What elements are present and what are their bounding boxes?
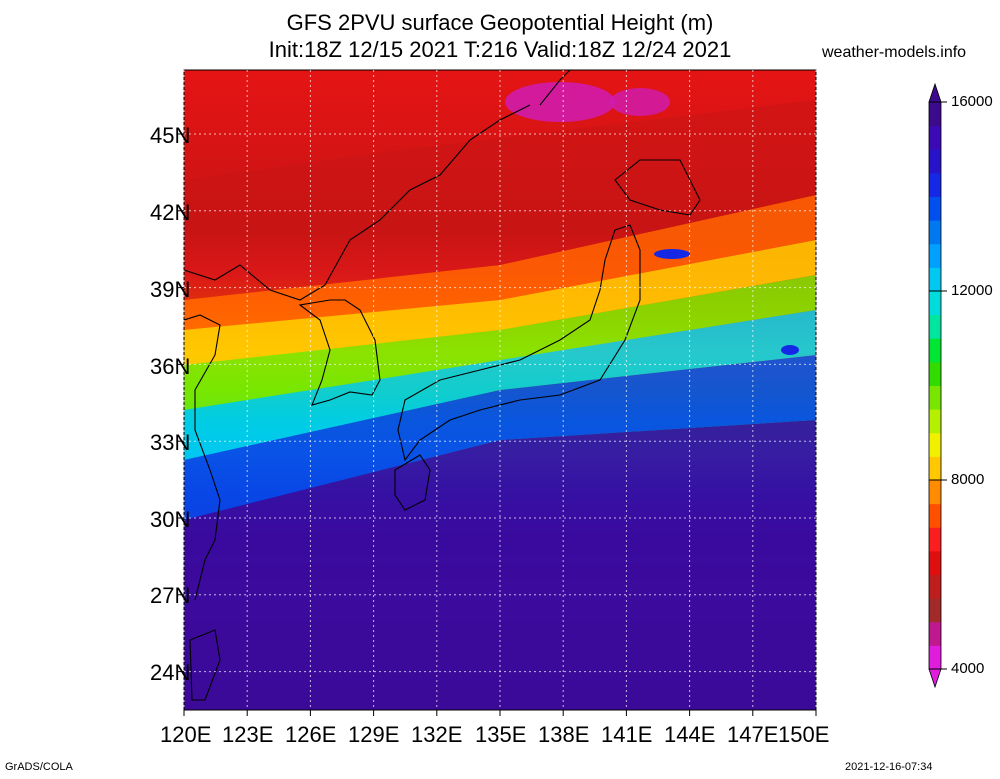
colorbar-cell (929, 385, 941, 410)
colorbar-cell (929, 409, 941, 434)
colorbar-cells (929, 101, 947, 670)
software-credit: GrADS/COLA (5, 761, 73, 773)
arrow-down-icon (928, 668, 942, 689)
colorbar-cell (929, 645, 941, 670)
lon-label-120e: 120E (160, 722, 212, 747)
colorbar-cell (929, 149, 941, 174)
coast-sakhalin (539, 70, 571, 106)
lat-label-33n: 33N (150, 430, 191, 455)
anomaly-blue-2 (781, 345, 799, 355)
coast-hokkaido (614, 159, 701, 216)
minimum-magenta-2 (610, 88, 670, 116)
colorbar-cell (929, 291, 941, 316)
render-timestamp: 2021-12-16-07:34 (845, 761, 933, 773)
colorbar (928, 82, 947, 689)
band-orange (184, 195, 816, 330)
chart-title-line2: Init:18Z 12/15 2021 T:216 Valid:18Z 12/2… (268, 37, 732, 62)
colorbar-cell (929, 503, 941, 528)
lat-label-36n: 36N (150, 354, 191, 379)
lon-label-144e: 144E (664, 722, 716, 747)
lat-label-45n: 45N (150, 123, 191, 148)
colorbar-cell (929, 125, 941, 150)
chart-title-line1: GFS 2PVU surface Geopotential Height (m) (286, 10, 714, 35)
coast-mainland-north (184, 104, 531, 301)
lon-label-147e: 147E (727, 722, 779, 747)
lon-label-150e: 150E (778, 722, 830, 747)
colorbar-cell (929, 598, 941, 623)
colorbar-frame (928, 101, 942, 670)
lon-label-141e: 141E (601, 722, 653, 747)
colorbar-label-16000: 16000 (951, 93, 993, 110)
colorbar-cell (929, 196, 941, 221)
lon-label-126e: 126E (285, 722, 337, 747)
lat-label-42n: 42N (150, 200, 191, 225)
anomaly-blue (654, 249, 690, 259)
colorbar-cell (929, 550, 941, 575)
colorbar-cell (929, 456, 941, 481)
lon-label-135e: 135E (475, 722, 527, 747)
lon-label-129e: 129E (348, 722, 400, 747)
axis-ticks (178, 133, 817, 716)
colorbar-label-12000: 12000 (951, 282, 993, 299)
colorbar-cell (929, 527, 941, 552)
coast-taiwan (189, 629, 221, 701)
site-credit: weather-models.info (822, 44, 967, 61)
minimum-magenta-1 (505, 82, 615, 122)
colorbar-cell (929, 267, 941, 292)
colorbar-cell (929, 480, 941, 505)
coast-kyushu (394, 454, 431, 511)
band-green (184, 275, 816, 410)
coast-korea (298, 299, 381, 406)
colorbar-cell (929, 338, 941, 363)
lat-label-24n: 24N (150, 660, 191, 685)
gridlines (183, 70, 817, 710)
colorbar-cell (929, 314, 941, 339)
colorbar-cell (929, 621, 941, 646)
lat-label-30n: 30N (150, 507, 191, 532)
arrow-up-icon (928, 82, 942, 103)
coastlines (184, 70, 701, 701)
colorbar-label-8000: 8000 (951, 471, 985, 488)
lon-label-138e: 138E (538, 722, 590, 747)
lat-label-27n: 27N (150, 583, 191, 608)
colorbar-cell (929, 243, 941, 268)
lat-label-39n: 39N (150, 277, 191, 302)
coast-honshu (397, 224, 641, 462)
band-blue (184, 355, 816, 520)
colorbar-cell (929, 102, 941, 127)
lon-label-132e: 132E (411, 722, 463, 747)
colorbar-cell (929, 432, 941, 457)
band-yellow (184, 240, 816, 365)
coast-china-east (184, 314, 221, 601)
colorbar-cell (929, 361, 941, 386)
lon-label-123e: 123E (222, 722, 274, 747)
colorbar-label-4000: 4000 (951, 660, 985, 677)
colorbar-cell (929, 172, 941, 197)
colorbar-cell (929, 574, 941, 599)
colorbar-cell (929, 220, 941, 245)
